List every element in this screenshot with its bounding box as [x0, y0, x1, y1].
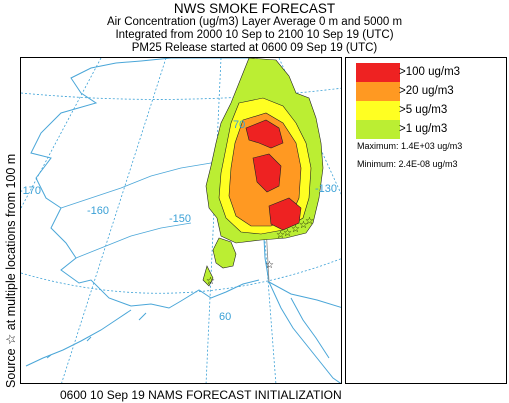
legend-label-gt1: >1 ug/m3 [399, 123, 448, 135]
legend-swatch-gt100 [356, 63, 400, 82]
smoke-gt100-region-north [245, 119, 284, 149]
legend-label-gt20: >20 ug/m3 [399, 85, 454, 97]
subtitle-integration: Integrated from 2000 10 Sep to 2100 10 S… [115, 29, 394, 41]
legend-swatch-gt20 [356, 82, 400, 101]
stat-minimum: Minimum: 2.4E-08 ug/m3 [357, 159, 458, 169]
source-marker: ☆ [265, 260, 274, 271]
source-markers: ☆ ☆ ☆ ☆ ☆ ☆ ☆ [206, 216, 314, 287]
latitude-70-line [21, 87, 341, 100]
source-side-label: Source ☆ at multiple locations from 100 … [4, 153, 18, 388]
smoke-gt1-tail [212, 237, 237, 269]
source-marker: ☆ [206, 276, 215, 287]
longitude-150-line [205, 58, 222, 383]
subtitle-concentration: Air Concentration (ug/m3) Layer Average … [106, 16, 403, 28]
source-marker: ☆ [276, 230, 285, 241]
longitude-label-170: -170 [21, 185, 41, 197]
forecast-footer: 0600 10 Sep 19 NAMS FORECAST INITIALIZAT… [60, 388, 342, 402]
legend-swatch-gt1 [356, 120, 400, 139]
longitude-label-160: -160 [87, 205, 109, 217]
longitude-label-130: -130 [315, 183, 337, 195]
smoke-western-plume [202, 265, 214, 287]
legend-label-gt5: >5 ug/m3 [399, 104, 448, 116]
legend: >100 ug/m3 >20 ug/m3 >5 ug/m3 >1 ug/m3 M… [345, 57, 507, 384]
smoke-gt100-region-central [252, 153, 282, 193]
aleutian-islands [25, 309, 147, 367]
longitude-160-line [61, 58, 167, 383]
subtitle-release: PM25 Release started at 0600 09 Sep 19 (… [131, 42, 378, 54]
southeast-coast [268, 281, 341, 383]
legend-swatch-gt5 [356, 101, 400, 120]
source-marker: ☆ [283, 228, 292, 239]
latitude-label-60: 60 [219, 311, 231, 323]
map-canvas: ☆ ☆ ☆ ☆ ☆ ☆ ☆ 70 60 -170 -160 -150 -130 [21, 58, 341, 383]
source-marker: ☆ [291, 224, 300, 235]
source-marker: ☆ [299, 220, 308, 231]
smoke-map: ☆ ☆ ☆ ☆ ☆ ☆ ☆ 70 60 -170 -160 -150 -130 [20, 57, 342, 384]
yukon-river [60, 157, 254, 209]
legend-label-gt100: >100 ug/m3 [399, 66, 461, 78]
latitude-label-70: 70 [233, 119, 245, 131]
smoke-gt100-region-south [268, 197, 302, 231]
longitude-label-150: -150 [169, 213, 191, 225]
chart-title: NWS SMOKE FORECAST [173, 1, 336, 16]
longitude-170-line [21, 58, 102, 209]
source-marker: ☆ [305, 216, 314, 227]
stat-maximum: Maximum: 1.4E+03 ug/m3 [357, 141, 463, 151]
longitude-140-line [250, 58, 277, 383]
kuskokwim-river [75, 222, 192, 259]
